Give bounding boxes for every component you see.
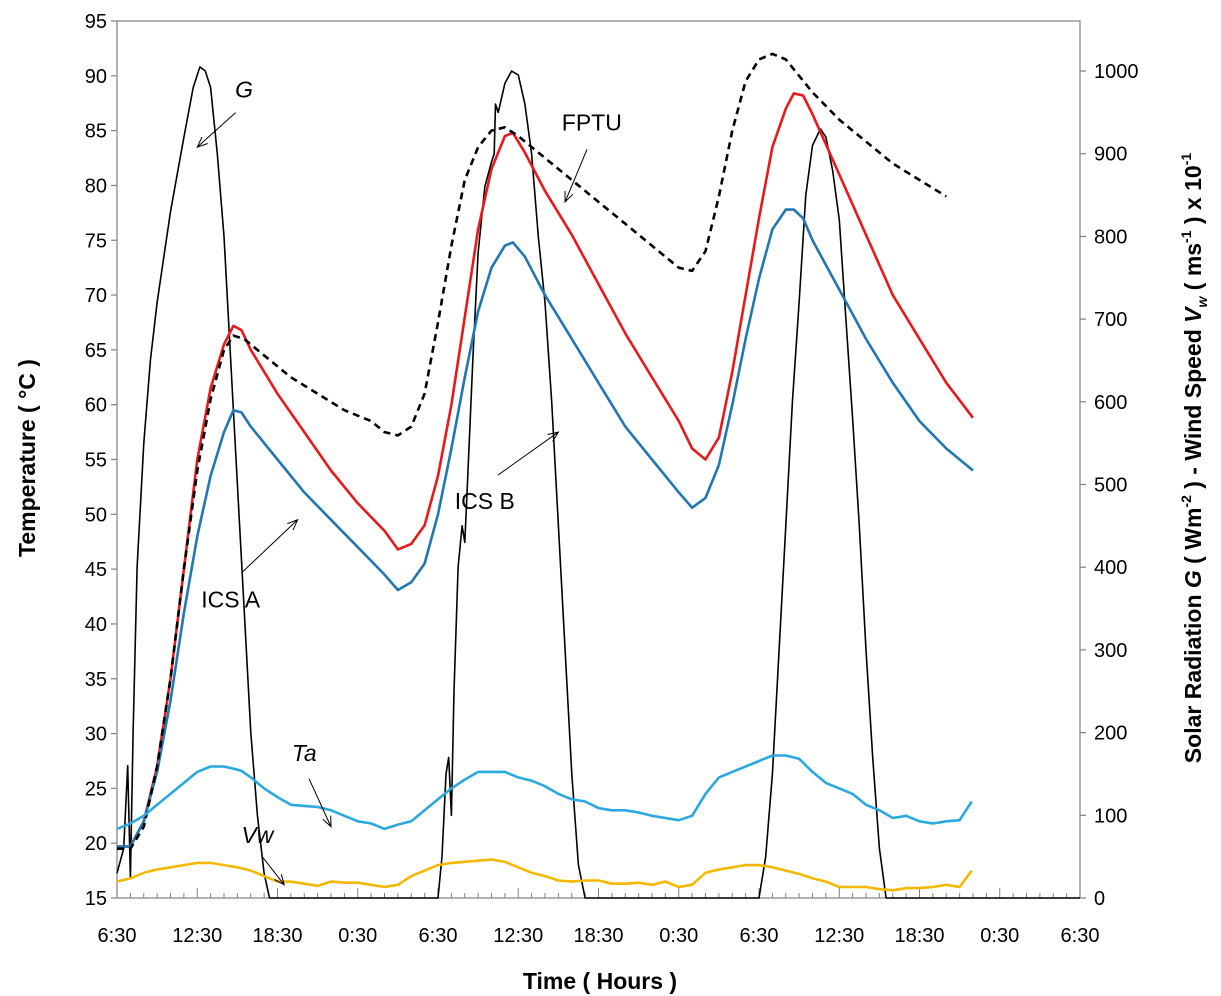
y-tick-label: 70	[85, 285, 107, 307]
plot-border	[116, 20, 1081, 899]
y-tick-label: 20	[85, 833, 107, 855]
series-group	[116, 52, 1080, 899]
x-tick-label: 6:30	[1061, 925, 1100, 947]
y2-tick-label: 700	[1094, 309, 1127, 331]
y2-tick-label: 900	[1094, 144, 1127, 166]
y2-tick-label: 0	[1094, 888, 1105, 910]
y-tick-label: 30	[85, 724, 107, 746]
y2-axis-title: Solar Radiation G ( Wm-2 ) - Wind Speed …	[1178, 153, 1210, 764]
annotation-arrowhead	[322, 815, 332, 828]
series-line-3	[117, 52, 947, 850]
y-tick-label: 95	[85, 11, 107, 33]
y-tick-label: 75	[85, 230, 107, 252]
annotation-label: ICS A	[201, 586, 260, 612]
annotation-arrowhead	[564, 190, 574, 204]
y-tick-label: 55	[85, 450, 107, 472]
x-tick-label: 6:30	[98, 925, 137, 947]
annotation-arrow	[564, 149, 588, 203]
y-tick-label: 40	[85, 614, 107, 636]
annotation-arrowhead	[274, 874, 285, 886]
x-tick-label: 12:30	[493, 925, 543, 947]
annotations: G FPTU ICS A ICS B Ta Vw	[196, 77, 622, 886]
x-tick-label: 18:30	[252, 925, 302, 947]
annotation-arrowhead	[547, 431, 560, 442]
series-line-5	[116, 858, 973, 892]
y2-tick-label: 300	[1094, 640, 1127, 662]
annotation-label: Ta	[292, 740, 317, 766]
annotation-arrow	[242, 519, 298, 573]
plot-frame	[116, 20, 1081, 899]
y2-tick-label: 400	[1094, 557, 1127, 579]
y-tick-label: 80	[85, 175, 107, 197]
y-tick-label: 50	[85, 504, 107, 526]
series-line-1	[117, 92, 975, 848]
y2-tick-label: 100	[1094, 805, 1127, 827]
y-axis-ticks: 15 20 25 30 35 40 45 50 55 60 65 70 75 80 85 90 95	[85, 11, 117, 910]
annotation-arrow	[497, 431, 559, 476]
x-tick-label: 18:30	[894, 925, 944, 947]
annotation-label: FPTU	[562, 110, 622, 136]
annotation-arrow	[196, 112, 236, 148]
y2-tick-label: 500	[1094, 475, 1127, 497]
y-tick-label: 60	[85, 395, 107, 417]
annotation-arrow	[308, 778, 332, 827]
y-tick-label: 15	[85, 888, 107, 910]
y-tick-label: 65	[85, 340, 107, 362]
y2-tick-label: 600	[1094, 392, 1127, 414]
x-tick-label: 6:30	[419, 925, 458, 947]
annotation-arrowhead	[196, 136, 208, 148]
x-tick-label: 12:30	[814, 925, 864, 947]
x-tick-label: 6:30	[740, 925, 779, 947]
series-line-4	[116, 754, 973, 831]
annotation-label: Vw	[241, 822, 274, 848]
annotation-label: ICS B	[455, 488, 515, 514]
series-line-2	[117, 208, 974, 848]
annotation-arrowhead	[287, 518, 299, 531]
x-tick-label: 18:30	[573, 925, 623, 947]
x-tick-label: 0:30	[980, 925, 1019, 947]
y2-tick-label: 800	[1094, 226, 1127, 248]
y-tick-label: 35	[85, 669, 107, 691]
x-tick-label: 0:30	[659, 925, 698, 947]
y2-tick-label: 200	[1094, 723, 1127, 745]
y-tick-label: 45	[85, 559, 107, 581]
series-line-0	[116, 66, 1080, 899]
x-tick-label: 12:30	[172, 925, 222, 947]
x-axis-title: Time ( Hours )	[523, 968, 677, 994]
y2-axis-ticks: 0 100 200 300 400 500 600 700 800 900 1000	[1080, 61, 1139, 910]
y-tick-label: 25	[85, 778, 107, 800]
y-tick-label: 85	[85, 121, 107, 143]
x-axis-ticks: 6:30 12:30 18:30 0:30 6:30 12:30 18:30 0:30 6:30…	[98, 888, 1100, 947]
y-tick-label: 90	[85, 66, 107, 88]
y2-tick-label: 1000	[1094, 61, 1139, 83]
x-tick-label: 0:30	[338, 925, 377, 947]
annotation-arrow	[261, 856, 285, 886]
annotation-label: G	[235, 77, 253, 103]
y-axis-title: Temperature ( °C )	[14, 359, 40, 557]
